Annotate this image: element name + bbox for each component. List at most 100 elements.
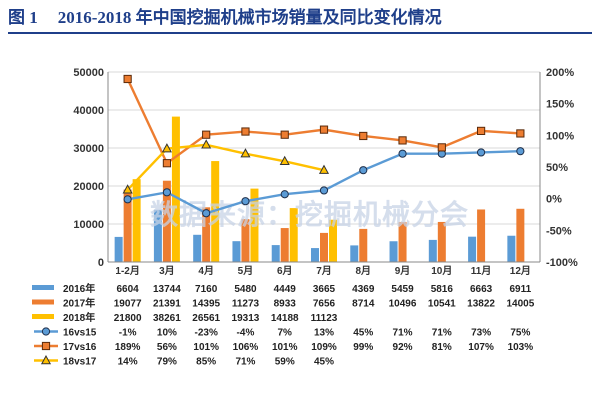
table-cell: 8933 bbox=[274, 299, 297, 310]
axes: 0 10000 20000 30000 40000 50000 -100% -50% 0% 50%… bbox=[73, 67, 578, 277]
table-cell: 11273 bbox=[232, 299, 260, 310]
x-tick-label: 12月 bbox=[510, 265, 531, 277]
bar-s2017 bbox=[359, 228, 368, 262]
table-cell: 92% bbox=[393, 342, 413, 353]
bar-s2017 bbox=[398, 222, 407, 262]
x-tick-label: 5月 bbox=[238, 265, 254, 277]
table-cell: 71% bbox=[393, 328, 413, 339]
x-tick-label: 6月 bbox=[277, 265, 293, 277]
y-left-tick-label: 0 bbox=[98, 257, 104, 269]
table-cell: -1% bbox=[119, 328, 137, 339]
legend-swatch-s2016 bbox=[32, 285, 54, 290]
table-cell: 5459 bbox=[391, 284, 414, 295]
marker-16vs15 bbox=[123, 195, 132, 204]
data-table: 2016年 6604 13744 7160 5480 4449 3665 4369 5459 58… bbox=[32, 282, 535, 368]
marker-17vs16 bbox=[319, 125, 329, 134]
marker-17vs16 bbox=[398, 136, 407, 145]
table-cell: 19077 bbox=[114, 299, 142, 310]
table-cell: 56% bbox=[157, 342, 177, 353]
marker-16vs15 bbox=[359, 166, 368, 175]
table-row-label: 2018年 bbox=[63, 311, 95, 324]
table-cell: 6604 bbox=[117, 284, 140, 295]
figure-title-text: 2016-2018 年中国挖掘机械市场销量及同比变化情况 bbox=[57, 8, 442, 27]
table-cell: 21800 bbox=[114, 313, 142, 324]
table-row-label: 17vs16 bbox=[63, 342, 97, 353]
table-cell: 5480 bbox=[234, 284, 257, 295]
x-tick-label: 9月 bbox=[395, 265, 411, 277]
table-cell: 101% bbox=[193, 342, 219, 353]
table-cell: 8714 bbox=[352, 299, 375, 310]
line-17vs16 bbox=[126, 78, 521, 166]
table-cell: 5816 bbox=[431, 284, 454, 295]
table-cell: 7% bbox=[278, 328, 293, 339]
bar-s2017 bbox=[241, 219, 250, 262]
bar-s2017 bbox=[320, 232, 328, 262]
marker-17vs16 bbox=[123, 74, 132, 84]
marker-18vs17 bbox=[201, 139, 212, 149]
bar-s2016 bbox=[468, 236, 477, 262]
table-cell: 10541 bbox=[428, 299, 456, 310]
bar-s2017 bbox=[280, 228, 289, 262]
marker-17vs16 bbox=[280, 130, 289, 139]
table-row-label: 16vs15 bbox=[63, 328, 97, 339]
bars bbox=[114, 116, 525, 262]
y-right-tick-label: 0% bbox=[546, 194, 562, 206]
table-cell: 81% bbox=[432, 342, 452, 353]
bar-s2016 bbox=[428, 239, 437, 262]
marker-17vs16 bbox=[476, 126, 486, 136]
table-cell: 7656 bbox=[313, 299, 336, 310]
x-tick-label: 8月 bbox=[355, 265, 371, 277]
marker-16vs15 bbox=[319, 186, 329, 195]
figure-title: 图 1 2016-2018 年中国挖掘机械市场销量及同比变化情况 bbox=[8, 4, 592, 34]
y-left-tick-label: 40000 bbox=[73, 105, 104, 117]
bar-s2016 bbox=[271, 245, 280, 262]
marker-16vs15 bbox=[202, 209, 211, 218]
bar-s2018 bbox=[171, 116, 180, 262]
bar-s2018 bbox=[132, 179, 141, 262]
bar-s2017 bbox=[437, 221, 446, 262]
table-cell: 75% bbox=[510, 328, 530, 339]
table-cell: 10496 bbox=[389, 299, 417, 310]
x-tick-label: 4月 bbox=[198, 265, 214, 277]
table-cell: 99% bbox=[353, 342, 373, 353]
table-cell: 6911 bbox=[510, 284, 532, 295]
x-tick-label: 11月 bbox=[471, 265, 492, 277]
legend-swatch-s2018 bbox=[32, 314, 54, 319]
table-cell: 71% bbox=[235, 357, 255, 368]
table-cell: 13744 bbox=[153, 284, 181, 295]
bar-s2018 bbox=[250, 188, 259, 262]
table-cell: 4449 bbox=[274, 284, 297, 295]
bar-s2017 bbox=[516, 208, 525, 262]
marker-18vs17 bbox=[279, 155, 290, 165]
bar-s2016 bbox=[389, 241, 398, 262]
table-cell: 13822 bbox=[467, 299, 495, 310]
table-row-label: 18vs17 bbox=[63, 357, 97, 368]
legend-marker-16vs15 bbox=[41, 327, 51, 336]
y-left-tick-label: 20000 bbox=[73, 181, 104, 193]
legend-swatch-s2017 bbox=[32, 299, 54, 305]
table-row-label: 2017年 bbox=[63, 297, 95, 310]
bar-s2017 bbox=[162, 180, 171, 262]
y-right-tick-label: -100% bbox=[546, 257, 578, 269]
x-tick-label: 3月 bbox=[159, 265, 175, 277]
watermark-text: 数据来源：挖掘机械分会 bbox=[150, 198, 469, 230]
table-cell: 13% bbox=[314, 328, 334, 339]
marker-17vs16 bbox=[202, 130, 211, 139]
table-cell: 107% bbox=[468, 342, 494, 353]
y-left-tick-label: 10000 bbox=[73, 219, 104, 231]
bar-s2016 bbox=[153, 209, 162, 262]
marker-18vs17 bbox=[122, 184, 133, 194]
table-cell: 4369 bbox=[352, 284, 375, 295]
marker-17vs16 bbox=[162, 159, 172, 168]
table-cell: 14005 bbox=[506, 299, 534, 310]
marker-17vs16 bbox=[437, 143, 446, 152]
bar-s2016 bbox=[350, 245, 359, 262]
marker-17vs16 bbox=[359, 131, 368, 141]
table-cell: -23% bbox=[195, 328, 218, 339]
marker-16vs15 bbox=[280, 190, 289, 199]
marker-17vs16 bbox=[516, 129, 525, 138]
table-cell: 73% bbox=[471, 328, 491, 339]
table-cell: 85% bbox=[196, 357, 216, 368]
table-cell: 14188 bbox=[271, 313, 299, 324]
